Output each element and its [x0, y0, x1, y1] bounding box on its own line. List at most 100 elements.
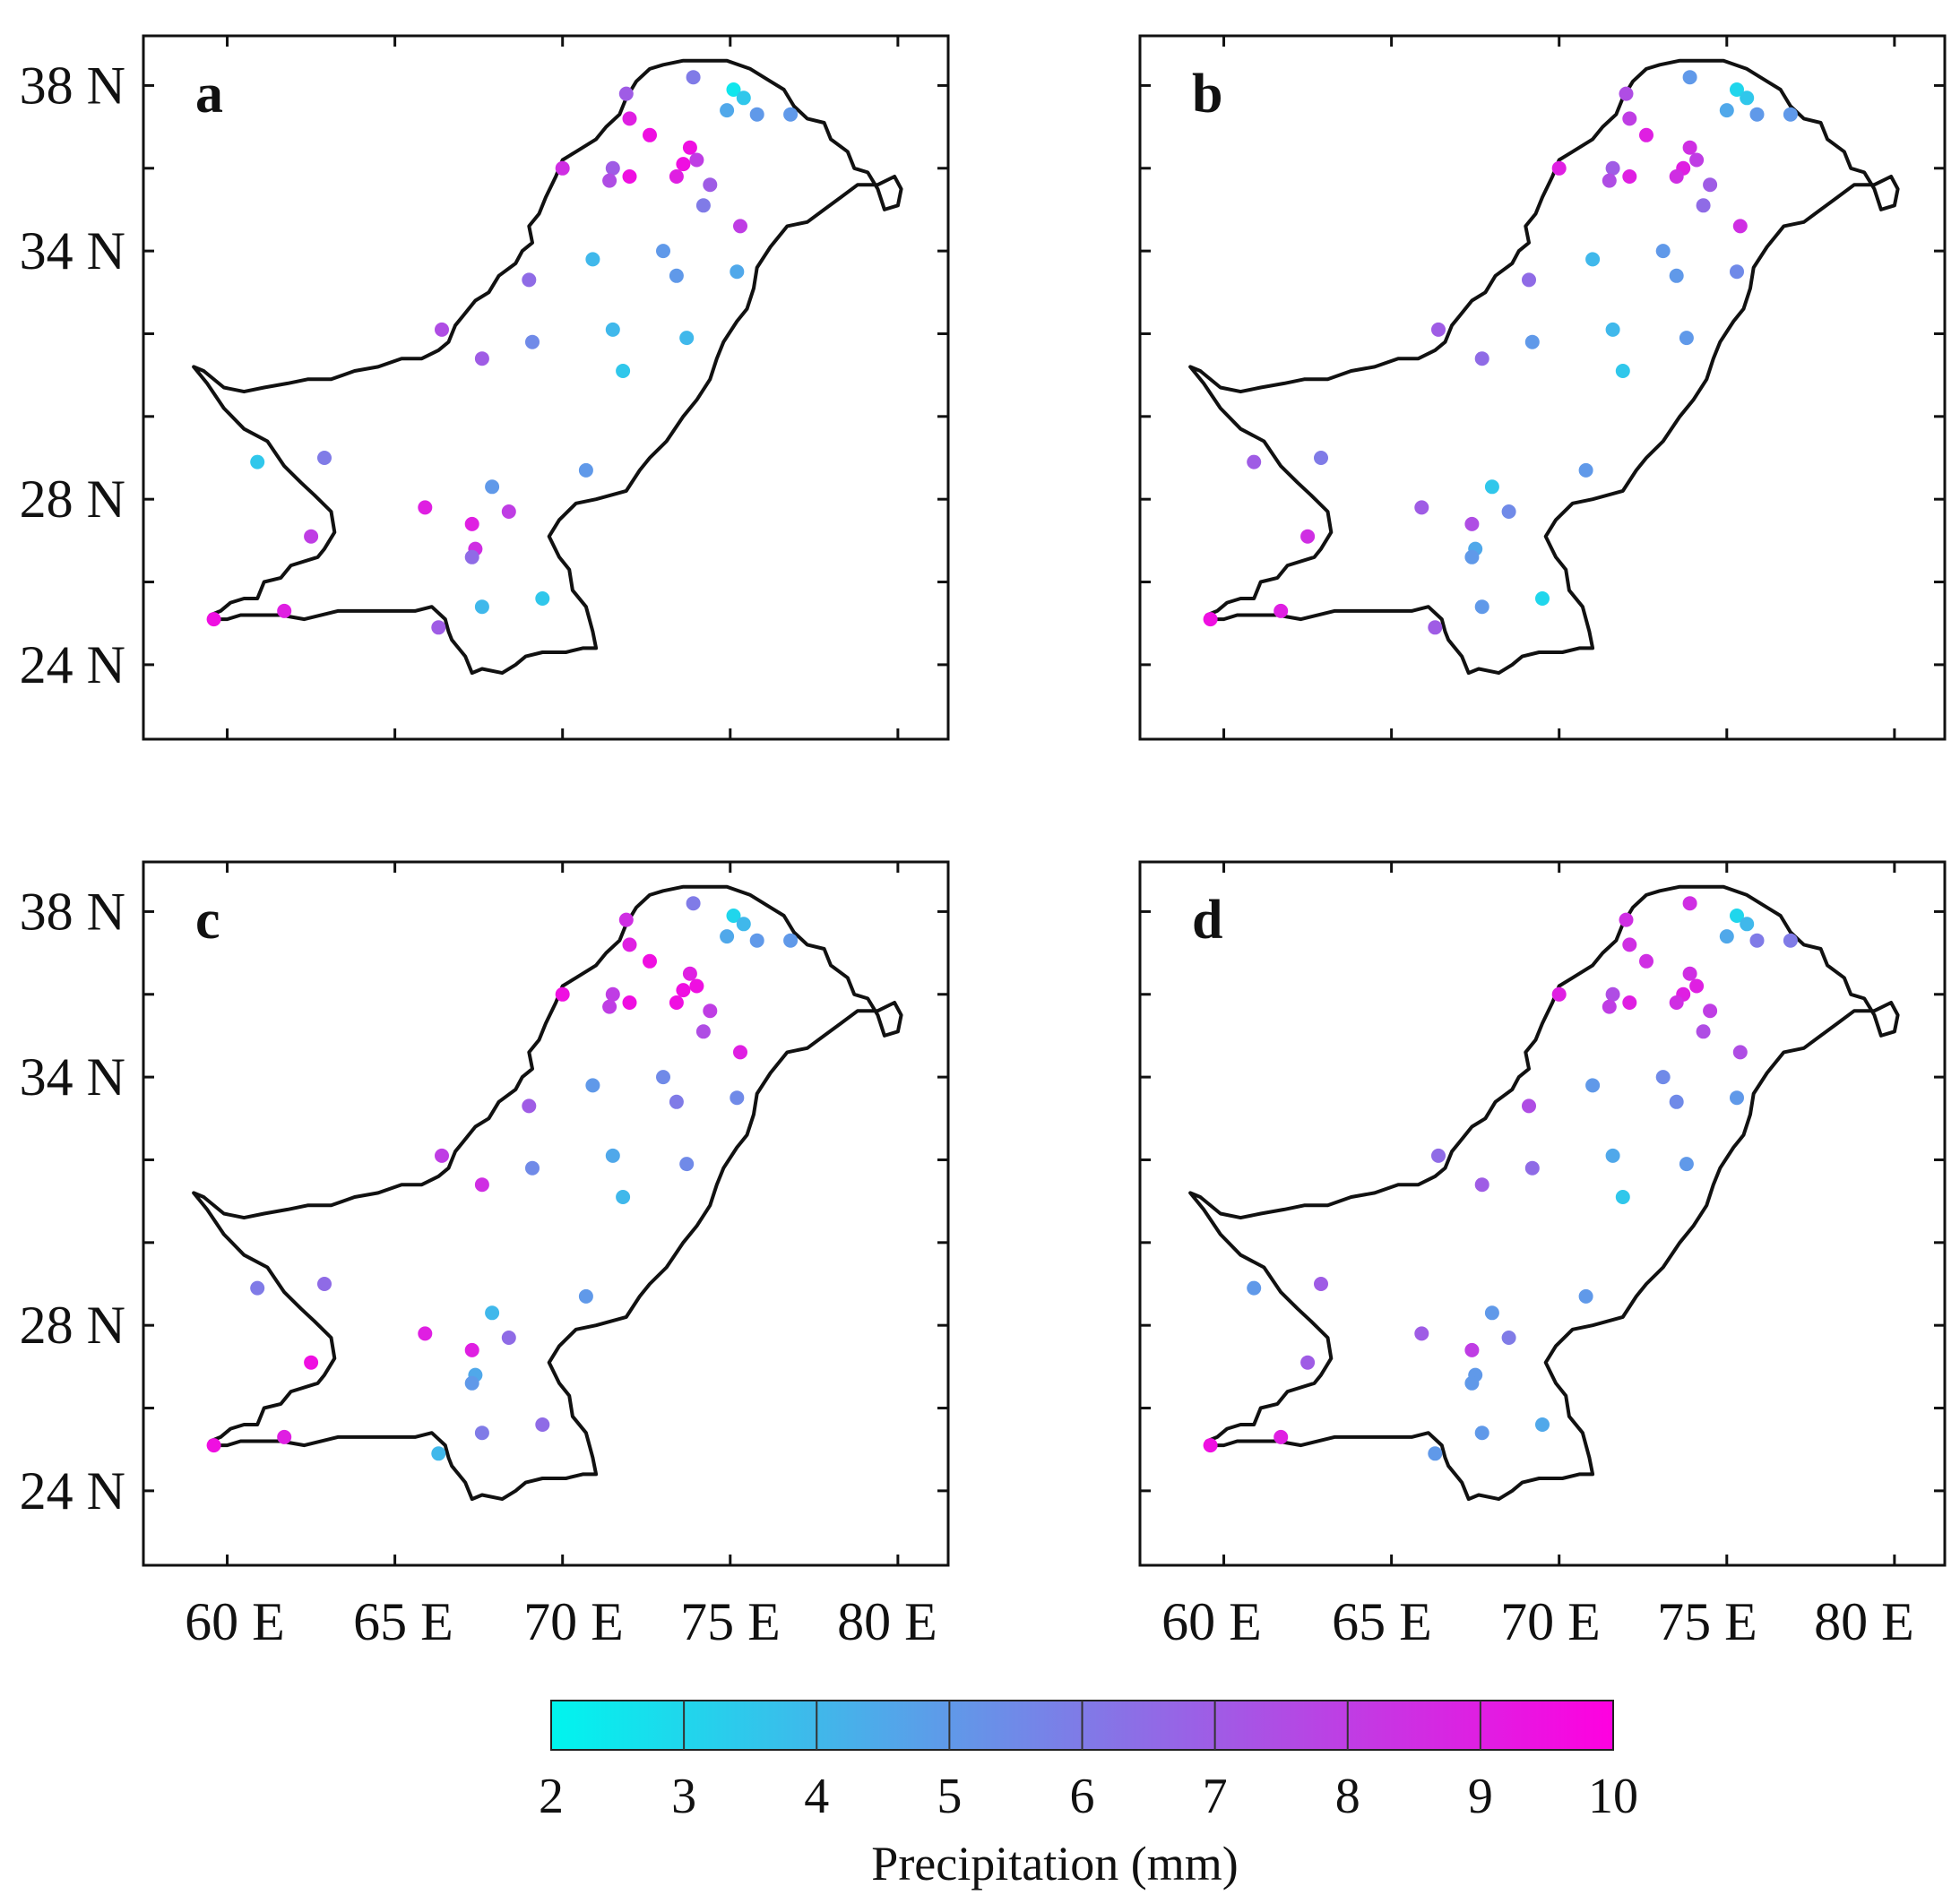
station-point: [1605, 1148, 1620, 1163]
station-point: [304, 1355, 319, 1370]
station-point: [431, 1446, 446, 1461]
map-panel-a: 24 N 28 N 34 N 38 N a: [20, 34, 950, 741]
station-point: [1551, 160, 1567, 176]
station-point: [730, 1090, 745, 1106]
station-point: [689, 152, 704, 168]
panel-frame: [142, 34, 950, 741]
panel-letter: d: [1192, 890, 1222, 951]
station-point: [1669, 268, 1684, 283]
station-point: [474, 599, 489, 615]
station-point: [1689, 978, 1705, 994]
station-point: [250, 1280, 265, 1296]
station-point: [1740, 90, 1755, 106]
station-point: [1501, 504, 1516, 519]
x-tick-label: 75 E: [680, 1592, 781, 1651]
station-point: [578, 462, 593, 478]
station-point: [643, 953, 657, 969]
station-point: [1247, 454, 1262, 469]
station-point: [1749, 107, 1765, 122]
station-point: [616, 1190, 631, 1204]
station-point: [1522, 272, 1536, 288]
panel-frame: [1138, 34, 1947, 741]
panel-frame: [1138, 860, 1947, 1567]
station-point: [1679, 1157, 1694, 1172]
station-point: [578, 1288, 593, 1304]
station-point: [1464, 1375, 1480, 1391]
station-point: [622, 995, 637, 1010]
station-point: [1689, 152, 1705, 168]
station-point: [1203, 1438, 1218, 1453]
station-point: [726, 909, 741, 923]
y-tick-label: 28 N: [20, 469, 125, 529]
x-tick-label: 65 E: [353, 1592, 453, 1651]
station-point: [431, 620, 446, 635]
station-point: [682, 966, 697, 981]
station-point: [464, 516, 479, 531]
x-tick-label: 80 E: [1814, 1592, 1914, 1651]
station-point: [464, 549, 479, 564]
station-point: [695, 1024, 711, 1039]
station-point: [435, 322, 449, 337]
station-point: [1682, 140, 1697, 155]
station-point: [1605, 160, 1620, 176]
station-point: [1669, 169, 1684, 184]
station-point: [418, 1326, 433, 1341]
station-point: [679, 1157, 695, 1172]
country-outline: [1188, 884, 1900, 1502]
colorbar-tick-label: 6: [1070, 1769, 1095, 1824]
station-point: [418, 500, 433, 515]
station-point: [1719, 103, 1734, 118]
station-point: [1474, 351, 1489, 366]
x-axis-labels-left: 60 E 65 E 70 E 75 E 80 E: [185, 1592, 937, 1651]
station-point: [676, 157, 691, 172]
station-point: [555, 160, 570, 176]
y-tick-label: 38 N: [20, 56, 125, 115]
station-point: [733, 1045, 747, 1060]
station-point: [695, 198, 711, 213]
station-point: [1501, 1331, 1516, 1345]
colorbar-dividers: [683, 1701, 1481, 1750]
station-point: [1431, 1148, 1446, 1163]
station-point: [643, 127, 657, 142]
x-tick-label: 75 E: [1657, 1592, 1757, 1651]
colorbar-tick-label: 2: [539, 1769, 564, 1824]
country-outline: [192, 884, 903, 1502]
station-point: [1682, 966, 1697, 981]
station-point: [749, 933, 764, 948]
station-point: [1605, 322, 1620, 337]
station-point: [464, 1342, 479, 1357]
y-tick-label: 34 N: [20, 1047, 125, 1107]
station-point: [783, 933, 799, 948]
map-panel-b: b: [1138, 34, 1947, 741]
station-point: [1732, 219, 1748, 234]
station-point: [669, 995, 684, 1010]
station-point: [522, 272, 537, 288]
station-point: [1619, 912, 1634, 927]
station-point: [686, 896, 701, 911]
station-point: [605, 160, 620, 176]
station-point: [656, 244, 670, 259]
station-point: [1464, 1342, 1480, 1357]
station-point: [669, 1094, 684, 1109]
station-point: [585, 252, 600, 267]
colorbar-tick-label: 3: [671, 1769, 696, 1824]
x-tick-label: 60 E: [185, 1592, 285, 1651]
station-point: [1428, 1446, 1443, 1461]
station-point: [720, 929, 735, 944]
station-point: [1749, 933, 1765, 948]
station-point: [602, 173, 617, 188]
colorbar-tick-label: 8: [1335, 1769, 1360, 1824]
station-point: [1578, 462, 1593, 478]
station-point: [1247, 1280, 1262, 1296]
station-point: [206, 612, 221, 627]
x-tick-label: 70 E: [1500, 1592, 1601, 1651]
station-point: [1719, 929, 1734, 944]
station-point: [686, 70, 701, 85]
station-point: [703, 1003, 718, 1019]
station-point: [622, 111, 637, 126]
station-point: [304, 529, 319, 544]
y-tick-label: 24 N: [20, 635, 125, 694]
y-tick-label: 38 N: [20, 882, 125, 941]
station-point: [1535, 591, 1550, 606]
